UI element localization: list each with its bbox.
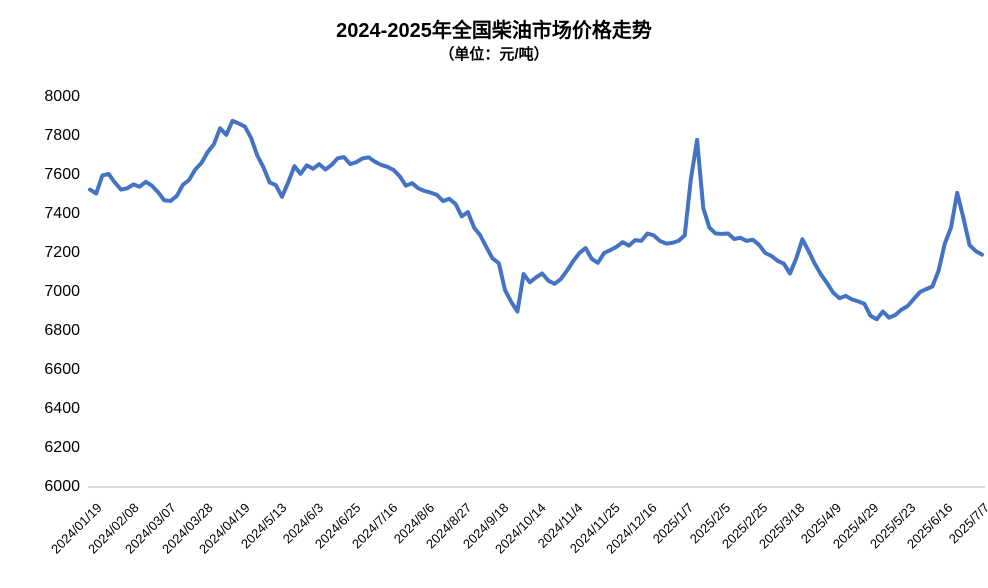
y-axis-tick-label: 6000 [44,478,80,495]
chart-subtitle: （单位：元/吨） [439,46,549,63]
price-line-series [88,118,984,322]
y-axis-tick-label: 6400 [44,400,80,417]
y-axis-tick-label: 8000 [44,88,80,105]
y-axis-tick-label: 6200 [44,439,80,456]
y-axis-tick-label: 6800 [44,322,80,339]
y-axis-tick-label: 7400 [44,205,80,222]
y-axis-tick-label: 6600 [44,361,80,378]
y-axis-tick-label: 7600 [44,166,80,183]
x-axis-line [88,486,985,488]
y-axis-tick-label: 7800 [44,127,80,144]
y-axis-tick-label: 7200 [44,244,80,261]
chart-title: 2024-2025年全国柴油市场价格走势 [336,20,652,42]
y-axis-tick-label: 7000 [44,283,80,300]
